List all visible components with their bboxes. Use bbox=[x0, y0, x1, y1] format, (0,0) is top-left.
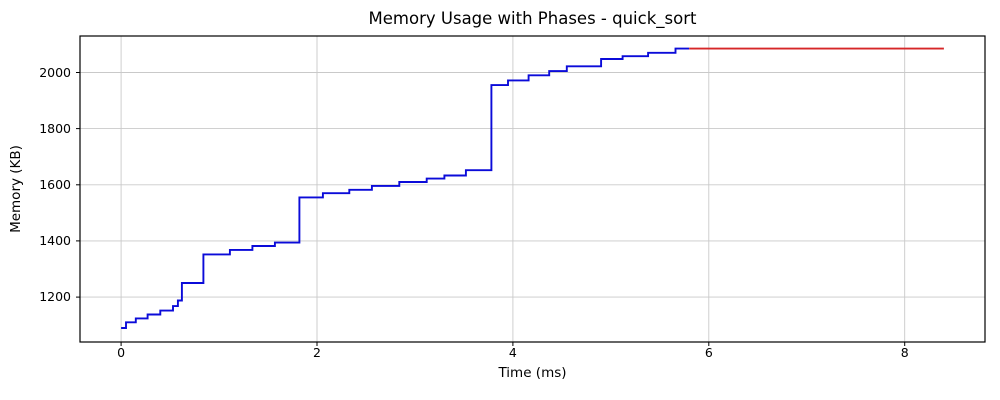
x-tick-label: 4 bbox=[508, 345, 517, 360]
y-tick-label: 1400 bbox=[39, 232, 71, 248]
y-tick-label: 1600 bbox=[39, 176, 71, 192]
chart-title: Memory Usage with Phases - quick_sort bbox=[368, 9, 697, 28]
x-axis-label: Time (ms) bbox=[498, 365, 567, 381]
y-tick-label: 1800 bbox=[39, 120, 71, 136]
x-tick-label: 8 bbox=[900, 345, 909, 360]
series-allocation-phase bbox=[121, 47, 690, 329]
plot-frame bbox=[79, 35, 986, 343]
x-tick-label: 0 bbox=[117, 345, 126, 360]
y-tick-label: 2000 bbox=[39, 64, 71, 80]
x-tick-label: 2 bbox=[313, 345, 321, 360]
x-tick-label: 6 bbox=[704, 345, 713, 360]
y-tick-label: 1200 bbox=[39, 288, 71, 304]
